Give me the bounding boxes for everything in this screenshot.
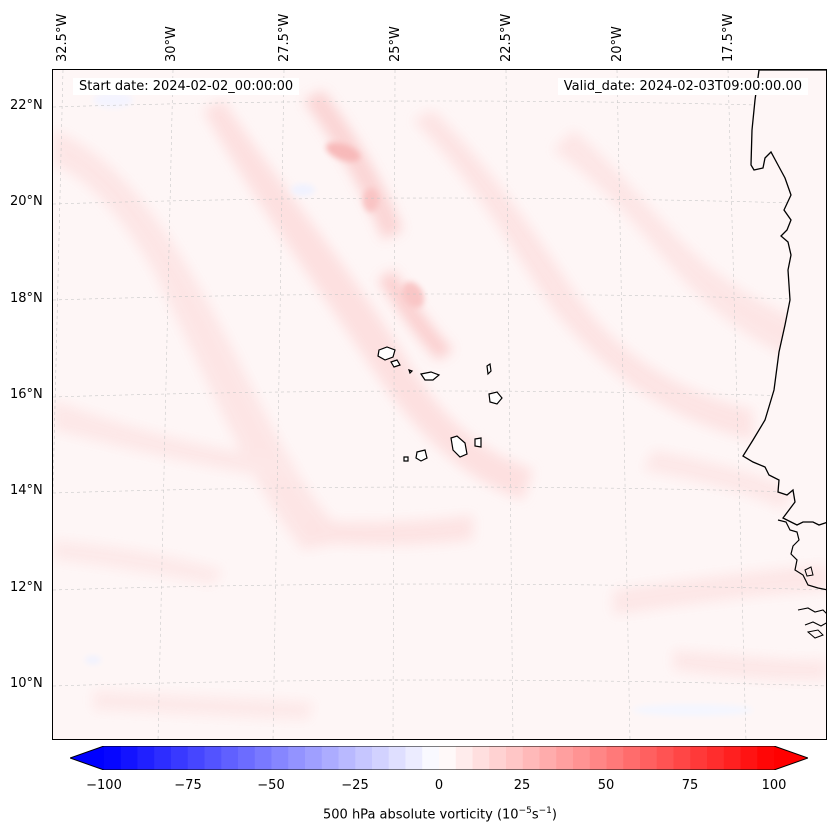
colorbar-segment <box>506 746 524 770</box>
colorbar-segment <box>120 746 139 770</box>
colorbar-segment <box>472 746 490 770</box>
colorbar-extend-max <box>774 746 808 770</box>
colorbar-tick-label: 100 <box>761 778 787 793</box>
colorbar-segment <box>439 746 457 770</box>
colorbar-segment <box>221 746 239 770</box>
gridlines <box>53 70 826 739</box>
colorbar-segment <box>154 746 172 770</box>
colorbar-svg <box>68 745 810 771</box>
colorbar-tick-label: 75 <box>681 778 699 793</box>
lon-label: 20°W <box>610 26 625 62</box>
colorbar-segment <box>522 746 541 770</box>
colorbar-segment <box>321 746 340 770</box>
colorbar-segment <box>673 746 691 770</box>
colorbar-tick-label: 0 <box>434 778 444 793</box>
lon-label: 27.5°W <box>277 13 292 62</box>
colorbar-segment <box>204 746 222 770</box>
lon-label: 30°W <box>164 26 179 62</box>
colorbar-tick-label: −75 <box>174 778 202 793</box>
colorbar-tick-label: −50 <box>257 778 285 793</box>
lon-label: 25°W <box>388 26 403 62</box>
lon-label: 17.5°W <box>721 13 736 62</box>
colorbar-segment <box>690 746 708 770</box>
lon-label: 22.5°W <box>499 13 514 62</box>
colorbar-segment <box>640 746 658 770</box>
lat-label: 14°N <box>10 483 43 498</box>
colorbar-title: 500 hPa absolute vorticity (10−5s−1) <box>0 806 837 822</box>
colorbar-title-exp1: −5 <box>518 806 532 816</box>
colorbar-segment <box>288 746 306 770</box>
lat-label: 10°N <box>10 676 43 691</box>
start-date-label: Start date: 2024-02-02_00:00:00 <box>73 78 300 95</box>
island-outlines <box>377 346 503 462</box>
colorbar-segment <box>623 746 641 770</box>
colorbar-segment <box>606 746 624 770</box>
colorbar-segment <box>723 746 742 770</box>
colorbar-segment <box>455 746 474 770</box>
colorbar-segment <box>656 746 675 770</box>
colorbar-segment <box>171 746 189 770</box>
colorbar-segment <box>556 746 574 770</box>
colorbar-segment <box>238 746 256 770</box>
colorbar-title-mid: s <box>531 807 539 823</box>
colorbar-segment <box>187 746 206 770</box>
colorbar-segment <box>104 746 122 770</box>
colorbar-tick-label: 50 <box>597 778 615 793</box>
colorbar-segment <box>271 746 289 770</box>
colorbar-tick-label: −100 <box>86 778 122 793</box>
colorbar <box>68 745 810 771</box>
colorbar-segment <box>757 746 775 770</box>
colorbar-tick-label: −25 <box>341 778 369 793</box>
lat-label: 18°N <box>10 291 43 306</box>
colorbar-extend-min <box>70 746 104 770</box>
vorticity-field <box>53 70 826 739</box>
colorbar-segment <box>305 746 323 770</box>
colorbar-title-end: ) <box>551 807 557 823</box>
colorbar-segment <box>355 746 373 770</box>
colorbar-title-main: 500 hPa absolute vorticity (10 <box>323 807 519 823</box>
lat-label: 22°N <box>10 98 43 113</box>
colorbar-segment <box>405 746 423 770</box>
lon-label: 32.5°W <box>55 13 70 62</box>
colorbar-segment <box>422 746 440 770</box>
colorbar-tick-label: 25 <box>513 778 531 793</box>
colorbar-segment <box>137 746 155 770</box>
lat-label: 16°N <box>10 387 43 402</box>
colorbar-title-exp2: −1 <box>538 806 552 816</box>
colorbar-segment <box>589 746 608 770</box>
colorbar-segment <box>254 746 273 770</box>
colorbar-segment <box>539 746 557 770</box>
colorbar-segment <box>372 746 390 770</box>
lat-label: 20°N <box>10 194 43 209</box>
colorbar-segment <box>338 746 356 770</box>
colorbar-segment <box>573 746 591 770</box>
map-panel[interactable]: Start date: 2024-02-02_00:00:00 Valid_da… <box>52 69 827 740</box>
colorbar-segment <box>388 746 407 770</box>
colorbar-segment <box>707 746 725 770</box>
lat-label: 12°N <box>10 580 43 595</box>
colorbar-segment <box>740 746 758 770</box>
colorbar-segment <box>489 746 507 770</box>
africa-coastline <box>742 70 826 526</box>
valid-date-label: Valid_date: 2024-02-03T09:00:00.00 <box>557 78 808 95</box>
